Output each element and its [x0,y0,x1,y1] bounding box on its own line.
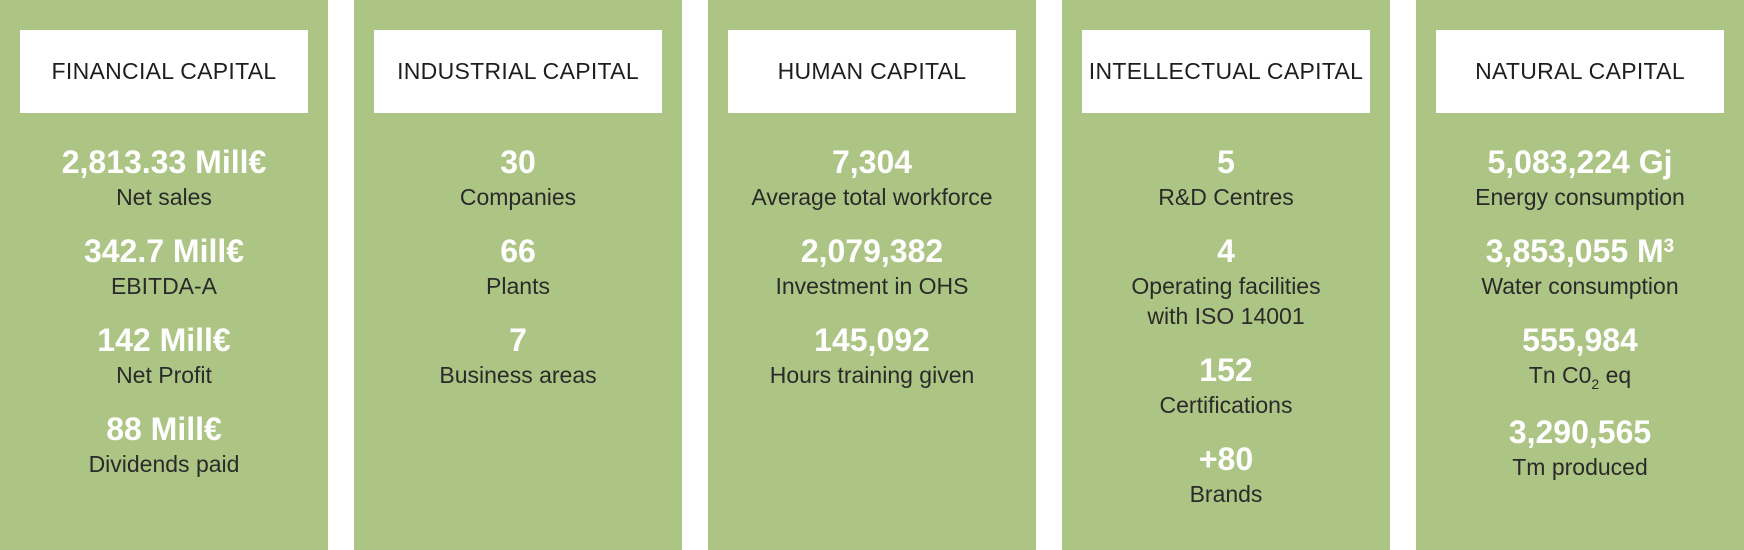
stat-item: 3,853,055 M3 Water consumption [1416,231,1744,301]
stat-value: 30 [500,144,536,180]
stat-label: Operating facilities [1131,273,1321,299]
stat-value: 7,304 [831,144,913,180]
stat-value: 142 Mill€ [97,322,231,358]
stat-value-number: 3,853,055 M [1485,233,1664,269]
stat-item: 5 R&D Centres [1062,142,1390,212]
stat-value: +80 [1198,441,1254,477]
stat-label: Brands [1189,481,1263,507]
stat-item: 30 Companies [354,142,682,212]
stat-label: Average total workforce [751,184,993,210]
stat-item: 5,083,224 Gj Energy consumption [1416,142,1744,212]
stat-label: Water consumption [1481,273,1679,299]
stat-label-suffix: eq [1599,362,1632,388]
stat-label: Tm produced [1512,454,1648,480]
stat-label: Business areas [439,362,597,388]
stat-value: 4 [1217,233,1235,269]
stat-value-with-unit: 3,853,055 M3 [1416,231,1744,271]
stat-item: 142 Mill€ Net Profit [0,320,328,390]
stat-label: Companies [459,184,577,210]
panel-title: HUMAN CAPITAL [777,58,967,84]
stats-list: 2,813.33 Mill€ Net sales 342.7 Mill€ EBI… [0,142,328,498]
natural-capital-panel: NATURAL CAPITAL 5,083,224 Gj Energy cons… [1416,0,1744,550]
panel-header: INTELLECTUAL CAPITAL [1082,30,1370,113]
stat-value: 2,079,382 [800,233,944,269]
stat-item: 152 Certifications [1062,350,1390,420]
stat-item: 145,092 Hours training given [708,320,1036,390]
stat-value: 145,092 [814,322,930,358]
stat-label: Plants [486,273,550,299]
industrial-capital-panel: INDUSTRIAL CAPITAL 30 Companies 66 Plant… [354,0,682,550]
stat-label: R&D Centres [1158,184,1294,210]
stats-list: 5 R&D Centres 4 Operating facilities wit… [1062,142,1390,528]
stat-label-line2: with ISO 14001 [1147,303,1305,329]
panel-title: FINANCIAL CAPITAL [51,58,277,84]
panel-title: INDUSTRIAL CAPITAL [397,58,639,84]
stat-item: 555,984 Tn C02 eq [1416,320,1744,393]
stat-label: Energy consumption [1475,184,1685,210]
stat-item: 2,813.33 Mill€ Net sales [0,142,328,212]
panel-title: NATURAL CAPITAL [1475,58,1685,84]
financial-capital-panel: FINANCIAL CAPITAL 2,813.33 Mill€ Net sal… [0,0,328,550]
stat-item: 7 Business areas [354,320,682,390]
stat-item: 2,079,382 Investment in OHS [708,231,1036,301]
stat-item: +80 Brands [1062,439,1390,509]
stat-value-superscript: 3 [1663,236,1675,257]
stat-label-with-subscript: Tn C02 eq [1416,360,1744,393]
stats-list: 7,304 Average total workforce 2,079,382 … [708,142,1036,409]
stat-value: 5 [1217,144,1235,180]
panel-title: INTELLECTUAL CAPITAL [1088,58,1364,84]
stat-value: 2,813.33 Mill€ [61,144,267,180]
panel-header: HUMAN CAPITAL [728,30,1016,113]
stat-value: 88 Mill€ [106,411,222,447]
stat-value: 66 [500,233,536,269]
stat-item: 88 Mill€ Dividends paid [0,409,328,479]
stat-item: 66 Plants [354,231,682,301]
human-capital-panel: HUMAN CAPITAL 7,304 Average total workfo… [708,0,1036,550]
panel-header: FINANCIAL CAPITAL [20,30,308,113]
stat-value: 152 [1199,352,1253,388]
stat-value: 555,984 [1522,322,1638,358]
stat-label-text: Tn C0 [1528,362,1592,388]
stat-label: Certifications [1159,392,1293,418]
stats-list: 5,083,224 Gj Energy consumption 3,853,05… [1416,142,1744,501]
panel-header: NATURAL CAPITAL [1436,30,1724,113]
stat-label: Net sales [116,184,212,210]
stat-label: Investment in OHS [775,273,969,299]
stat-item: 3,290,565 Tm produced [1416,412,1744,482]
stat-label: Net Profit [116,362,212,388]
panel-header: INDUSTRIAL CAPITAL [374,30,662,113]
stat-value: 3,290,565 [1508,414,1652,450]
stat-item: 7,304 Average total workforce [708,142,1036,212]
stat-value: 7 [509,322,527,358]
stat-label-subscript: 2 [1591,376,1600,392]
stat-item: 4 Operating facilities with ISO 14001 [1062,231,1390,331]
stats-list: 30 Companies 66 Plants 7 Business areas [354,142,682,409]
stat-item: 342.7 Mill€ EBITDA-A [0,231,328,301]
intellectual-capital-panel: INTELLECTUAL CAPITAL 5 R&D Centres 4 Ope… [1062,0,1390,550]
stat-value: 342.7 Mill€ [83,233,245,269]
stat-label: Dividends paid [88,451,240,477]
stat-value: 5,083,224 Gj [1487,144,1673,180]
stat-label: EBITDA-A [110,273,218,299]
stat-label: Hours training given [769,362,975,388]
